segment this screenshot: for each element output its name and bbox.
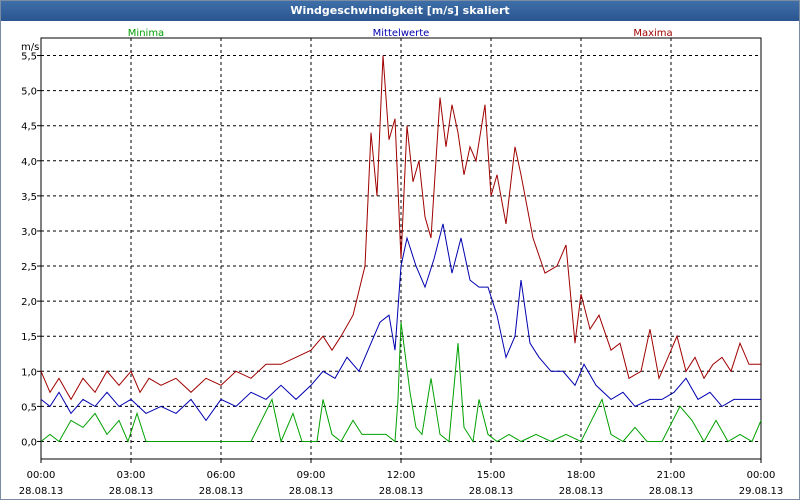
y-tick-label: 2,0 (21, 297, 37, 308)
x-tick-date: 28.08.13 (199, 486, 244, 497)
y-tick-label: 3,0 (21, 227, 37, 238)
x-tick-time: 00:00 (747, 470, 776, 481)
legend-minima: Minima (128, 28, 164, 39)
y-tick-label: 1,5 (21, 332, 37, 343)
x-axis-ticks: 00:00 28.08.13 03:00 28.08.13 06:00 28.08.13 0… (19, 459, 784, 497)
x-tick-time: 15:00 (477, 470, 506, 481)
y-axis-ticks: 0,0 0,5 1,0 1,5 2,0 2,5 3,0 3,5 4,0 4,5 5,0 5,5 (21, 52, 41, 448)
x-tick-date: 28.08.13 (469, 486, 514, 497)
series-line-mittelwerte (40, 223, 761, 422)
x-tick-time: 21:00 (657, 470, 686, 481)
x-tick-time: 09:00 (297, 470, 326, 481)
x-tick-date: 28.08.13 (109, 486, 154, 497)
y-tick-label: 2,5 (21, 262, 37, 273)
wind-speed-chart: 0,0 0,5 1,0 1,5 2,0 2,5 3,0 3,5 4,0 4,5 5,0 5,5 00:… (19, 28, 784, 497)
x-tick-date: 28.08.13 (19, 486, 64, 497)
x-tick-date: 28.08.13 (379, 486, 424, 497)
x-tick-time: 03:00 (117, 470, 146, 481)
y-tick-label: 0,0 (21, 437, 37, 448)
window-title: Windgeschwindigkeit [m/s] skaliert (1, 1, 799, 21)
x-tick-time: 00:00 (27, 470, 56, 481)
x-tick-time: 12:00 (387, 470, 416, 481)
y-tick-label: 4,0 (21, 157, 37, 168)
x-tick-date: 28.08.13 (559, 486, 604, 497)
x-tick-date: 29.08.13 (739, 486, 784, 497)
legend-maxima: Maxima (633, 28, 672, 39)
y-tick-label: 0,5 (21, 402, 37, 413)
y-axis-label: m/s (21, 42, 39, 53)
x-tick-time: 18:00 (567, 470, 596, 481)
series-line-minima (40, 322, 762, 444)
y-tick-label: 5,0 (21, 87, 37, 98)
series-line-maxima (40, 55, 761, 401)
series-lines (40, 55, 762, 444)
x-tick-time: 06:00 (207, 470, 236, 481)
x-tick-date: 28.08.13 (289, 486, 334, 497)
y-tick-label: 5,5 (21, 52, 37, 63)
y-tick-label: 4,5 (21, 122, 37, 133)
legend-mittelwerte: Mittelwerte (373, 28, 430, 39)
x-tick-date: 28.08.13 (649, 486, 694, 497)
y-tick-label: 3,5 (21, 192, 37, 203)
y-tick-label: 1,0 (21, 367, 37, 378)
